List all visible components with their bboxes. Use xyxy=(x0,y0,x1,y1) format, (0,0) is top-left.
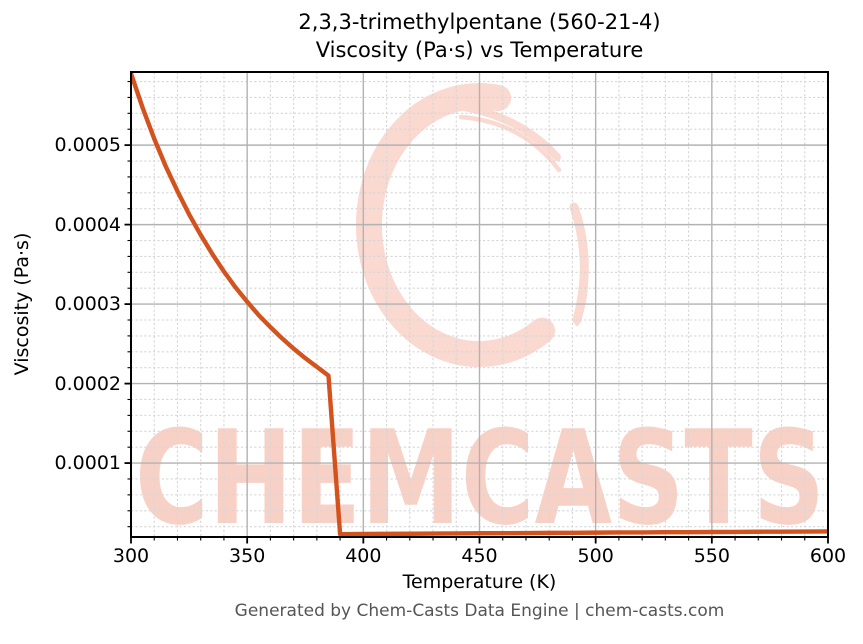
watermark-swoosh xyxy=(458,114,562,173)
footer-credit: Generated by Chem-Casts Data Engine | ch… xyxy=(234,601,725,621)
y-tick-label: 0.0004 xyxy=(54,213,121,236)
axis-ticks xyxy=(124,80,829,544)
x-tick-label: 300 xyxy=(112,545,150,567)
x-tick-label: 550 xyxy=(693,545,730,567)
x-tick-label: 400 xyxy=(345,545,382,567)
y-tick-label: 0.0005 xyxy=(54,134,121,157)
chart-title-line1: 2,3,3-trimethylpentane (560-21-4) xyxy=(298,10,661,34)
x-tick-label: 600 xyxy=(809,545,847,567)
x-tick-label: 350 xyxy=(229,545,266,567)
x-tick-label: 450 xyxy=(461,545,498,567)
watermark-tail xyxy=(575,275,589,326)
x-tick-label: 500 xyxy=(577,545,614,567)
y-tick-label: 0.0002 xyxy=(54,372,121,395)
chart-title-line2: Viscosity (Pa·s) vs Temperature xyxy=(315,38,644,62)
watermark-swoosh xyxy=(423,99,561,161)
watermark-tail xyxy=(569,202,589,325)
y-tick-label: 0.0001 xyxy=(54,452,121,475)
plot-area: CHEMCASTS xyxy=(124,71,829,544)
y-tick-label: 0.0003 xyxy=(54,293,121,316)
y-axis-label: Viscosity (Pa·s) xyxy=(11,232,33,376)
x-axis-label: Temperature (K) xyxy=(402,571,557,593)
series-line xyxy=(131,72,828,537)
